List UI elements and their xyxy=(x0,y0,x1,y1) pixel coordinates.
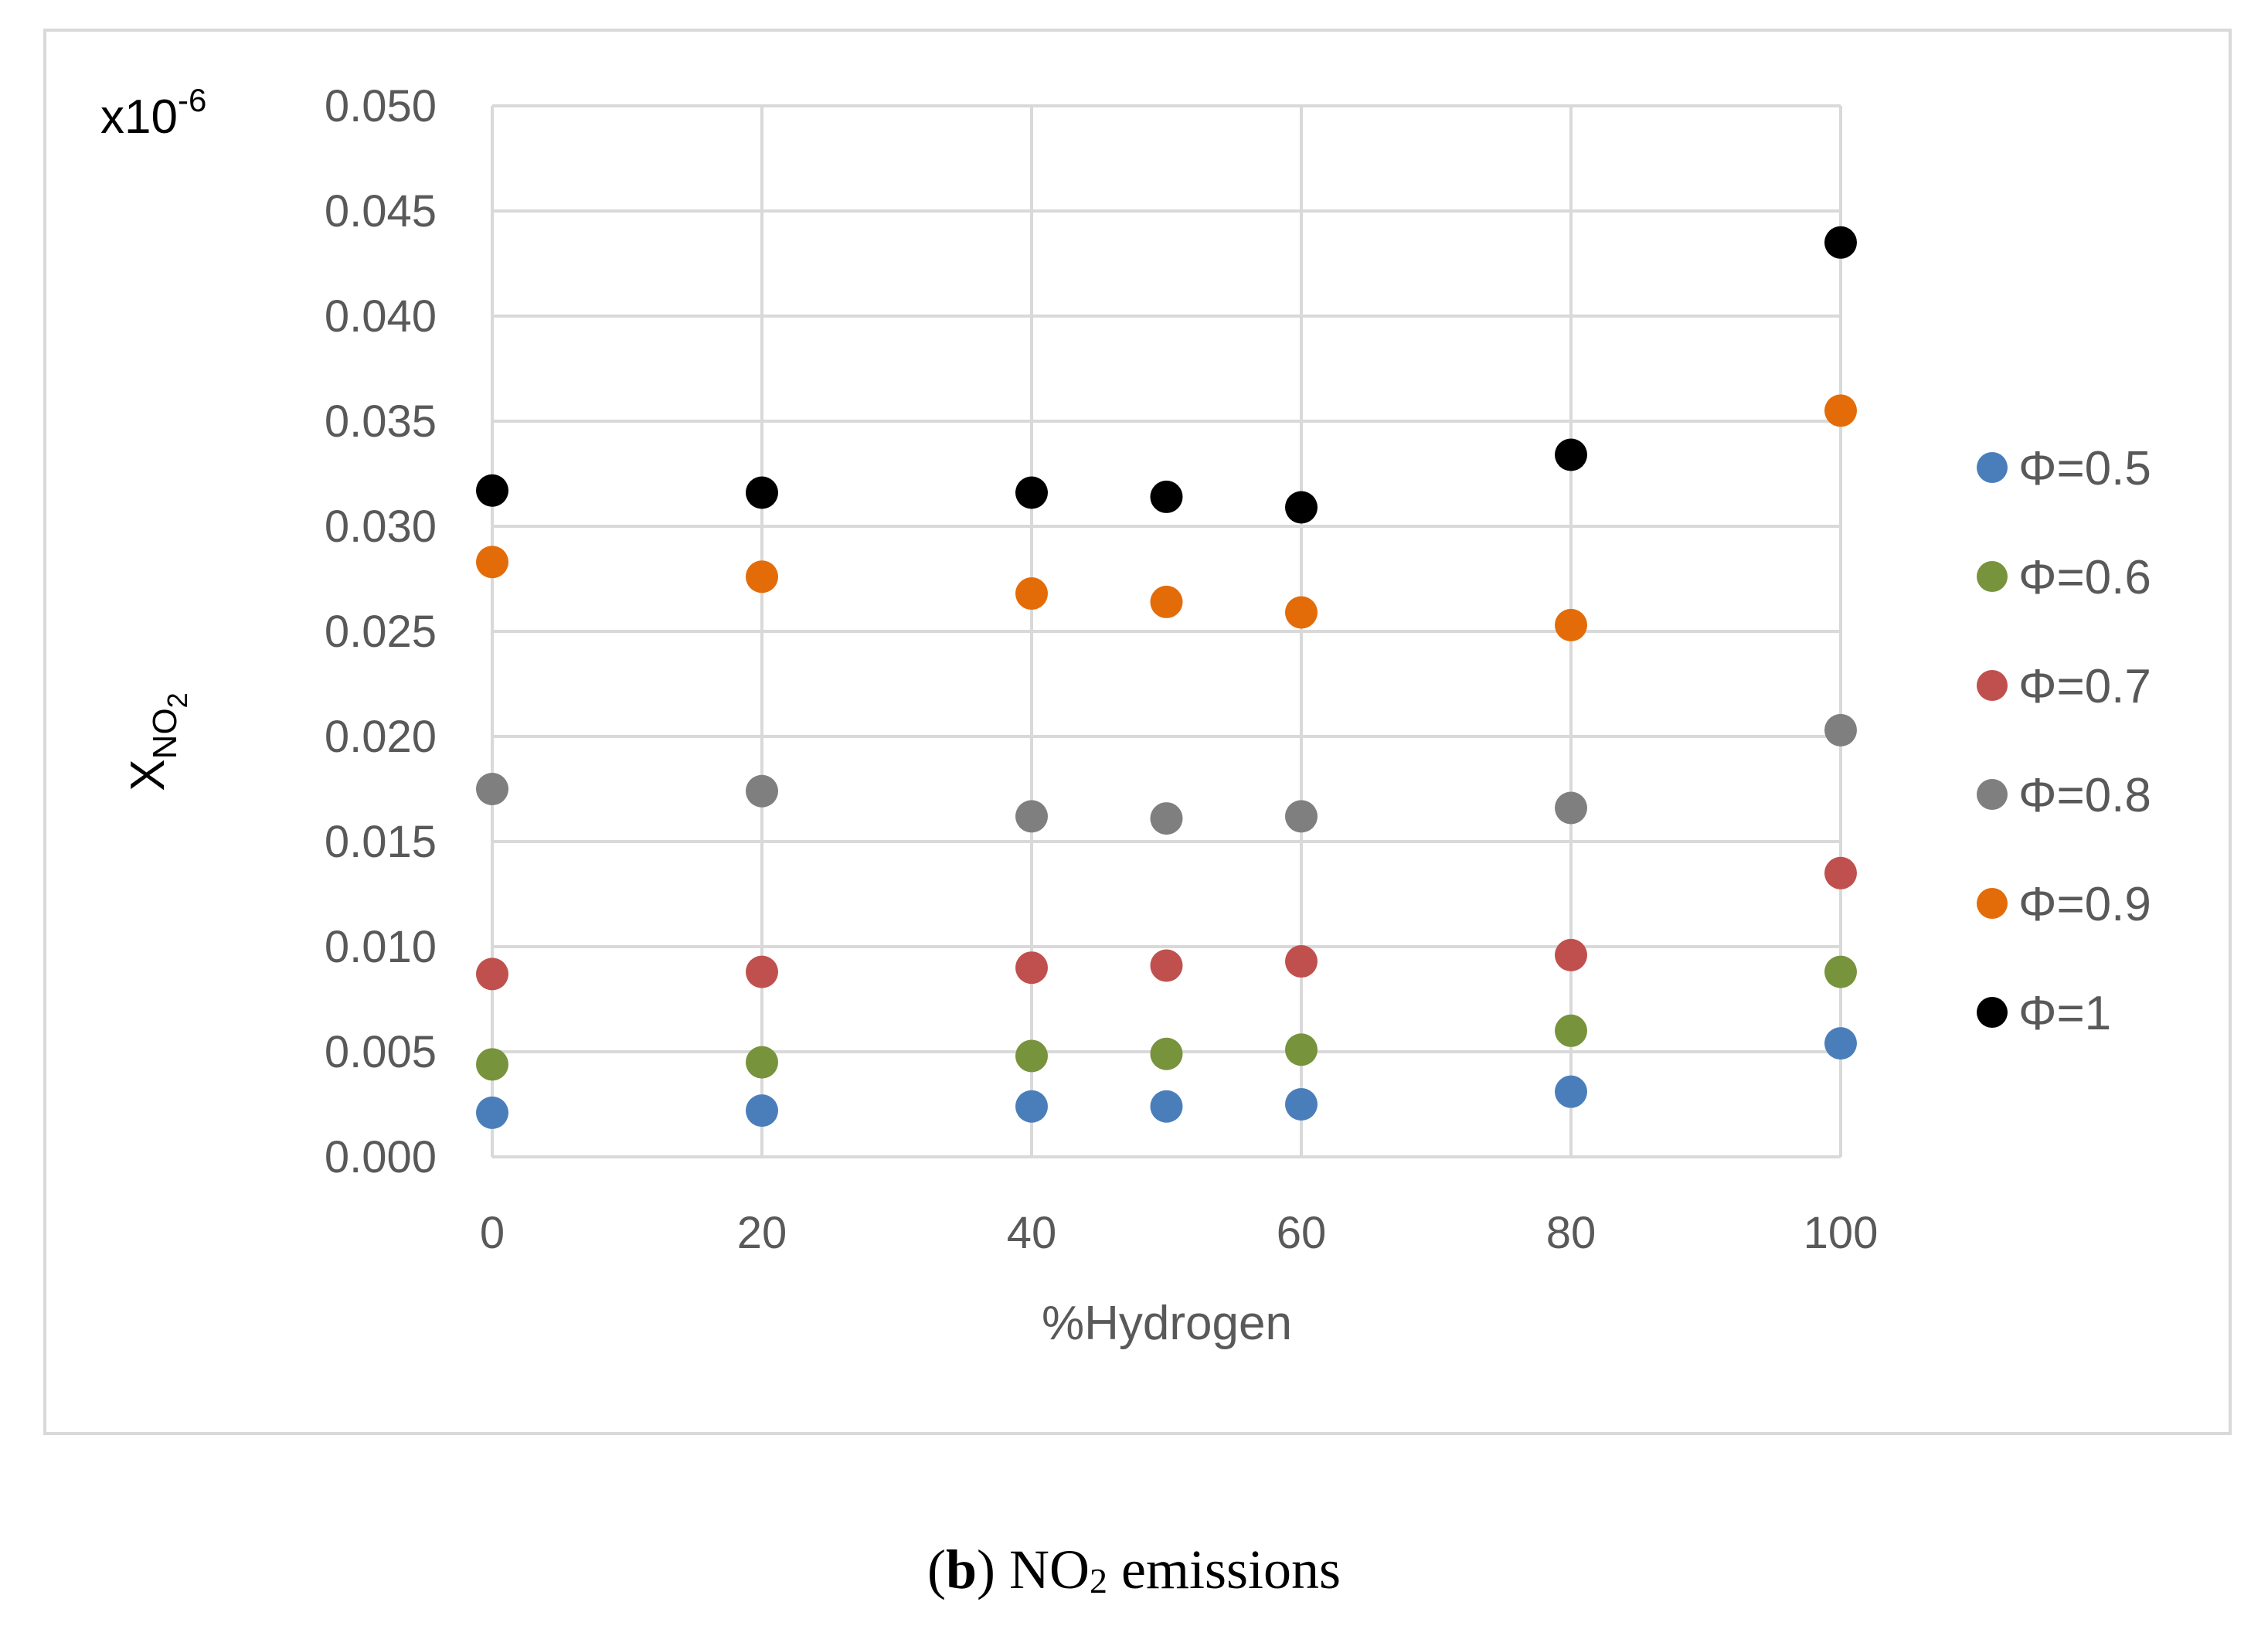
x-axis-title: %Hydrogen xyxy=(1042,1297,1292,1350)
data-point-series-2 xyxy=(1015,1039,1048,1073)
data-point-series-2 xyxy=(1824,955,1857,988)
y-multiplier: x10-6 xyxy=(100,82,206,144)
y-axis-title-sub: NO xyxy=(146,708,184,759)
data-point-series-5 xyxy=(1285,596,1318,629)
y-axis-title: XNO2 xyxy=(121,692,193,791)
x-tick-label: 0 xyxy=(480,1208,505,1258)
y-axis-title-main: X xyxy=(121,759,175,791)
data-point-series-5 xyxy=(1555,608,1587,641)
data-point-series-5 xyxy=(1015,577,1048,611)
legend-label: Φ=0.5 xyxy=(2018,442,2151,495)
data-point-series-6 xyxy=(476,474,508,507)
data-point-series-4 xyxy=(1285,800,1318,833)
legend-marker xyxy=(1977,561,2008,592)
legend-label: Φ=0.8 xyxy=(2018,769,2151,822)
data-point-series-1 xyxy=(1015,1090,1048,1123)
data-point-series-4 xyxy=(1150,802,1183,835)
data-point-series-1 xyxy=(476,1096,508,1129)
x-tick-label: 100 xyxy=(1804,1208,1879,1258)
chart-frame xyxy=(43,29,2232,1435)
y-tick-label: 0.010 xyxy=(325,922,437,972)
data-point-series-6 xyxy=(1555,438,1587,471)
data-point-series-4 xyxy=(476,773,508,805)
data-point-series-4 xyxy=(746,774,778,808)
y-tick-label: 0.020 xyxy=(325,712,437,762)
data-point-series-3 xyxy=(476,957,508,991)
data-point-series-6 xyxy=(1824,226,1857,259)
legend-label: Φ=0.7 xyxy=(2018,660,2151,713)
legend-label: Φ=0.9 xyxy=(2018,878,2151,931)
x-tick-label: 60 xyxy=(1277,1208,1327,1258)
gridlines xyxy=(491,104,1842,1158)
x-tick-label: 20 xyxy=(737,1208,787,1258)
y-tick-label: 0.005 xyxy=(325,1027,437,1077)
data-point-series-3 xyxy=(1824,856,1857,889)
scatter-plot: 0.000 0.005 0.010 0.015 0.020 0.025 0.030 0.035… xyxy=(100,81,2151,1350)
x-tick-labels: 0 20 40 60 80 100 xyxy=(480,1208,1879,1258)
data-point-series-1 xyxy=(1150,1090,1183,1123)
data-point-series-5 xyxy=(476,546,508,579)
caption-subscript: 2 xyxy=(1089,1561,1107,1600)
caption-tail: emissions xyxy=(1107,1539,1341,1600)
data-point-series-2 xyxy=(1150,1037,1183,1070)
data-points xyxy=(476,226,1857,1129)
y-axis-title-subsub: 2 xyxy=(162,692,193,708)
y-tick-labels: 0.000 0.005 0.010 0.015 0.020 0.025 0.030 0.035… xyxy=(325,81,437,1182)
data-point-series-1 xyxy=(1824,1027,1857,1060)
data-point-series-6 xyxy=(1150,480,1183,513)
y-tick-label: 0.040 xyxy=(325,291,437,342)
data-point-series-5 xyxy=(746,560,778,594)
y-multiplier-exponent: -6 xyxy=(178,82,206,118)
data-point-series-5 xyxy=(1824,394,1857,427)
x-tick-label: 40 xyxy=(1007,1208,1057,1258)
data-point-series-3 xyxy=(746,955,778,988)
data-point-series-4 xyxy=(1824,713,1857,747)
legend-marker xyxy=(1977,670,2008,701)
caption-letter: b xyxy=(945,1539,977,1600)
y-multiplier-base: x10 xyxy=(100,90,178,144)
legend-label: Φ=1 xyxy=(2018,987,2111,1040)
data-point-series-5 xyxy=(1150,585,1183,618)
legend-marker xyxy=(1977,452,2008,483)
data-point-series-3 xyxy=(1285,945,1318,978)
data-point-series-1 xyxy=(1555,1075,1587,1108)
legend-label: Φ=0.6 xyxy=(2018,551,2151,604)
y-tick-label: 0.030 xyxy=(325,502,437,552)
y-tick-label: 0.045 xyxy=(325,186,437,236)
data-point-series-2 xyxy=(1285,1033,1318,1066)
data-point-series-6 xyxy=(1285,491,1318,524)
y-tick-label: 0.025 xyxy=(325,607,437,657)
data-point-series-3 xyxy=(1015,951,1048,985)
data-point-series-1 xyxy=(746,1094,778,1128)
data-point-series-2 xyxy=(746,1046,778,1079)
legend-marker xyxy=(1977,888,2008,919)
data-point-series-1 xyxy=(1285,1088,1318,1121)
x-tick-label: 80 xyxy=(1546,1208,1596,1258)
caption-text: NO xyxy=(995,1539,1090,1600)
figure-caption: (b) NO2 emissions xyxy=(927,1539,1341,1600)
data-point-series-3 xyxy=(1555,938,1587,971)
data-point-series-6 xyxy=(1015,476,1048,509)
legend-marker xyxy=(1977,779,2008,810)
data-point-series-4 xyxy=(1015,800,1048,833)
data-point-series-2 xyxy=(476,1048,508,1081)
y-tick-label: 0.015 xyxy=(325,817,437,867)
data-point-series-2 xyxy=(1555,1014,1587,1047)
y-tick-label: 0.000 xyxy=(325,1132,437,1182)
legend: Φ=0.5 Φ=0.6 Φ=0.7 Φ=0.8 Φ=0.9 Φ=1 xyxy=(1977,442,2151,1040)
y-tick-label: 0.050 xyxy=(325,81,437,131)
legend-marker xyxy=(1977,997,2008,1028)
data-point-series-4 xyxy=(1555,791,1587,825)
data-point-series-6 xyxy=(746,476,778,509)
y-tick-label: 0.035 xyxy=(325,396,437,447)
data-point-series-3 xyxy=(1150,949,1183,982)
